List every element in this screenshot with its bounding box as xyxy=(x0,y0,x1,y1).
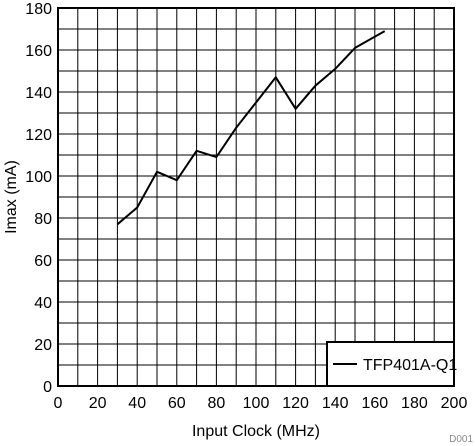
y-tick-label: 160 xyxy=(25,43,52,60)
x-tick-label: 20 xyxy=(89,395,107,412)
legend: TFP401A-Q1 xyxy=(326,341,457,387)
plot-frame xyxy=(57,7,455,387)
x-tick-label: 80 xyxy=(208,395,226,412)
y-tick-label: 0 xyxy=(43,379,52,396)
y-tick-label: 180 xyxy=(25,1,52,18)
x-tick-label: 160 xyxy=(361,395,388,412)
y-tick-label: 100 xyxy=(25,169,52,186)
y-axis-label: Imax (mA) xyxy=(3,160,20,234)
x-tick-label: 180 xyxy=(401,395,428,412)
y-tick-label: 60 xyxy=(34,253,52,270)
series-line xyxy=(116,30,386,226)
y-tick-label: 140 xyxy=(25,85,52,102)
tick-labels: 0 20 40 60 80 100 120 140 160 180 200 0 20 40 60 80 100 1… xyxy=(25,1,467,412)
figure-id: D001 xyxy=(449,434,473,445)
x-tick-label: 0 xyxy=(54,395,63,412)
series-layer xyxy=(116,30,386,226)
y-tick-label: 80 xyxy=(34,211,52,228)
y-tick-label: 120 xyxy=(25,127,52,144)
x-tick-label: 40 xyxy=(128,395,146,412)
x-tick-label: 60 xyxy=(168,395,186,412)
x-axis-label: Input Clock (MHz) xyxy=(192,423,320,440)
y-tick-label: 40 xyxy=(34,295,52,312)
legend-label: TFP401A-Q1 xyxy=(363,357,457,374)
x-tick-label: 200 xyxy=(441,395,468,412)
x-tick-label: 140 xyxy=(322,395,349,412)
grid xyxy=(57,7,455,387)
x-tick-label: 100 xyxy=(243,395,270,412)
y-tick-label: 20 xyxy=(34,337,52,354)
x-tick-label: 120 xyxy=(282,395,309,412)
